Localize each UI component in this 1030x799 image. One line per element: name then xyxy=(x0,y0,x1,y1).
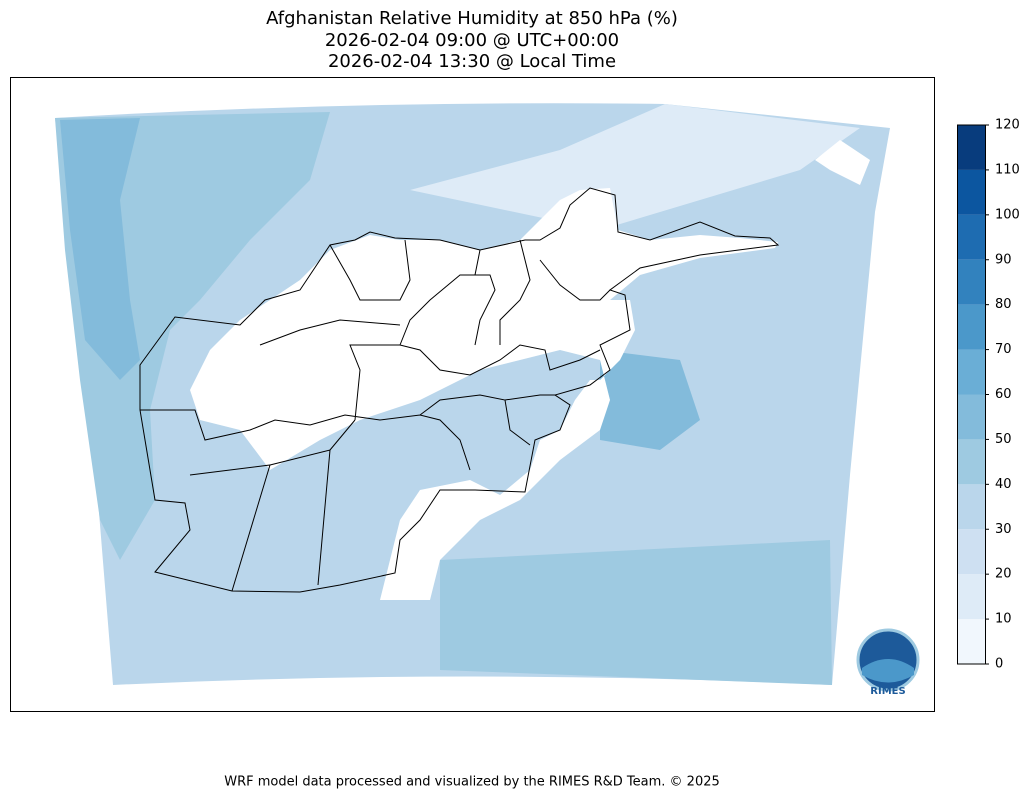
colorbar-segment xyxy=(957,259,985,305)
colorbar-tick-label: 60 xyxy=(995,387,1012,402)
map-frame xyxy=(10,77,935,712)
colorbar-segment xyxy=(957,394,985,440)
colorbar-tick-label: 70 xyxy=(995,342,1012,357)
logo-wave xyxy=(862,659,914,683)
colorbar-tick-label: 0 xyxy=(995,657,1003,672)
title-line: 2026-02-04 09:00 @ UTC+00:00 xyxy=(325,30,619,51)
colorbar-segment xyxy=(957,125,985,170)
country-outline xyxy=(139,187,780,593)
humidity-field xyxy=(60,118,140,380)
colorbar-segment xyxy=(957,304,985,350)
logo: RIMES xyxy=(856,628,920,697)
humidity-field xyxy=(410,104,860,230)
colorbar-tick-label: 30 xyxy=(995,522,1012,537)
humidity-field xyxy=(55,112,330,560)
humidity-field xyxy=(440,540,832,685)
colorbar-segment xyxy=(957,574,985,620)
colorbar-segment xyxy=(957,619,985,664)
title-line: Afghanistan Relative Humidity at 850 hPa… xyxy=(266,8,678,29)
colorbar-tick-label: 80 xyxy=(995,297,1012,312)
title-line: 2026-02-04 13:30 @ Local Time xyxy=(328,51,616,72)
colorbar-tick-label: 120 xyxy=(995,118,1020,133)
colorbar-tick-label: 10 xyxy=(995,612,1012,627)
logo-text: RIMES xyxy=(870,686,905,697)
humidity-field xyxy=(600,350,700,450)
colorbar-tick-label: 20 xyxy=(995,567,1012,582)
province-borders xyxy=(140,239,611,592)
colorbar-segment xyxy=(957,484,985,530)
colorbar-segment xyxy=(957,349,985,395)
dry-area xyxy=(190,188,778,600)
colorbar-tick-label: 110 xyxy=(995,162,1020,177)
colorbar-segment xyxy=(957,529,985,575)
colorbar: 0 10 20 30 40 50 60 70 80 90 100 110 120 xyxy=(957,118,1020,672)
footer: WRF model data processed and visualized … xyxy=(224,775,720,790)
colorbar-segment xyxy=(957,439,985,485)
colorbar-tick-label: 40 xyxy=(995,477,1012,492)
colorbar-segment xyxy=(957,214,985,260)
colorbar-tick-label: 90 xyxy=(995,252,1012,267)
colorbar-segment xyxy=(957,169,985,215)
map xyxy=(55,103,890,686)
colorbar-tick-label: 50 xyxy=(995,432,1012,447)
dry-area xyxy=(815,140,870,185)
colorbar-tick-label: 100 xyxy=(995,207,1020,222)
